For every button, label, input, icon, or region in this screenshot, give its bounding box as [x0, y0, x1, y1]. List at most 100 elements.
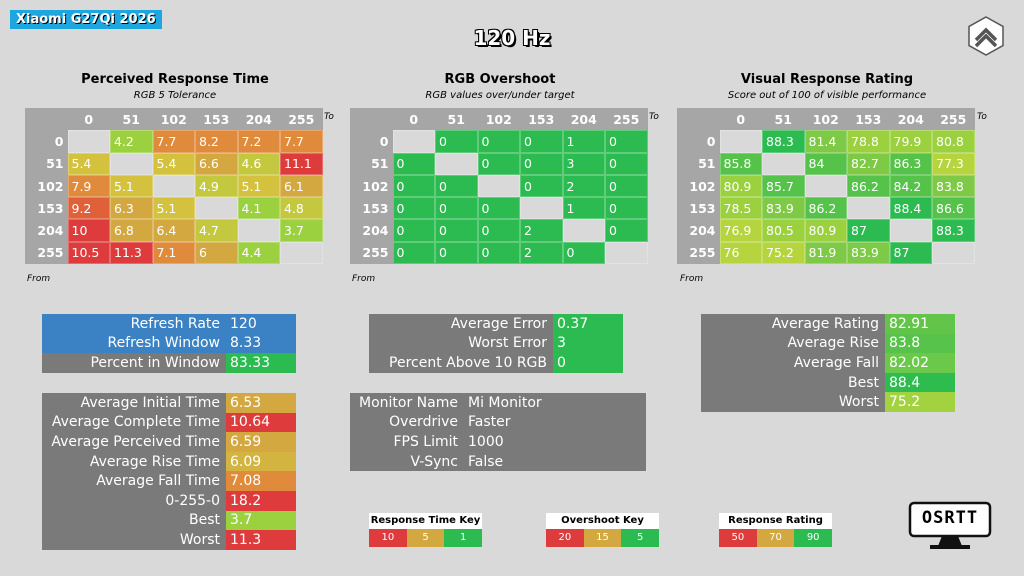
- column-header: 0: [409, 111, 419, 127]
- row-header: 204: [689, 223, 716, 239]
- row-header: 51: [46, 156, 64, 172]
- stat-value: 8.33: [226, 333, 296, 354]
- matrix-cell: 80.8: [932, 130, 975, 153]
- stat-value: 82.02: [885, 353, 955, 373]
- stat-label: Average Rating: [701, 314, 885, 334]
- stat-label: Percent Above 10 RGB: [369, 353, 553, 373]
- matrix-cell: 0: [605, 174, 648, 198]
- matrix-cell: 7.7: [152, 130, 195, 153]
- column-header: 255: [613, 111, 640, 127]
- matrix-cell: 0: [392, 152, 435, 175]
- matrix-cell-empty: [762, 152, 805, 175]
- row-header: 102: [37, 178, 64, 194]
- rating-stats: Average Rating 82.91 Average Rise 83.8 Ave…: [701, 314, 955, 412]
- stat-label: 0-255-0: [42, 490, 226, 511]
- matrix-cell: 10.5: [67, 241, 110, 265]
- from-label: From: [352, 274, 376, 284]
- stat-value: 83.8: [885, 333, 955, 354]
- matrix-cell: 5.4: [152, 152, 195, 175]
- key-swatch: 1: [444, 529, 483, 547]
- key-swatch: 10: [369, 529, 407, 547]
- key-swatch: 5: [406, 529, 445, 547]
- matrix-cell: 0: [477, 219, 520, 242]
- stat-label: Worst: [42, 530, 226, 550]
- stat-value: 6.53: [226, 393, 296, 413]
- column-header: 102: [812, 111, 839, 127]
- matrix-cell: 0: [477, 152, 520, 175]
- stat-label: Average Fall: [701, 353, 885, 373]
- matrix-cell: 0: [392, 241, 435, 265]
- matrix-cell-empty: [110, 152, 153, 175]
- matrix-cell-empty: [67, 130, 110, 153]
- matrix-cell: 80.5: [762, 219, 805, 242]
- stat-value: 75.2: [885, 392, 955, 412]
- stat-value: 0: [553, 353, 623, 373]
- matrix-cell: 3: [562, 152, 605, 175]
- matrix-cell: 88.3: [932, 219, 975, 242]
- overshoot-title: RGB Overshoot: [444, 72, 556, 87]
- matrix-cell: 88.3: [762, 130, 805, 153]
- matrix-cell: 84.2: [889, 174, 932, 198]
- stat-label: Average Initial Time: [42, 393, 226, 413]
- matrix-cell-empty: [889, 219, 932, 242]
- matrix-cell: 6.6: [195, 152, 238, 175]
- matrix-cell-empty: [605, 241, 648, 265]
- matrix-cell: 0: [435, 241, 478, 265]
- matrix-cell: 4.1: [237, 197, 280, 220]
- row-header: 0: [54, 133, 64, 149]
- stat-value: 6.09: [226, 451, 296, 472]
- key-swatch: 70: [756, 529, 795, 547]
- matrix-cell: 4.6: [237, 152, 280, 175]
- matrix-cell: 85.8: [719, 152, 762, 175]
- matrix-cell: 0: [435, 197, 478, 220]
- column-header: 153: [528, 111, 555, 127]
- stat-value: 82.91: [885, 314, 955, 334]
- matrix-cell-empty: [477, 174, 520, 198]
- stat-value: 3.7: [226, 510, 296, 531]
- stat-label: Best: [701, 372, 885, 393]
- stat-value: 18.2: [226, 490, 296, 511]
- key-swatch: 20: [546, 529, 584, 547]
- key-title: Response Time Key: [369, 513, 482, 529]
- matrix-cell: 82.7: [847, 152, 890, 175]
- matrix-cell: 5.1: [152, 197, 195, 220]
- info-value: False: [468, 453, 504, 470]
- rating-key: Response Rating Key 50 70 90: [719, 513, 833, 547]
- overshoot-subtitle: RGB values over/under target: [425, 90, 575, 101]
- rating-subtitle: Score out of 100 of visible performance: [727, 90, 927, 101]
- matrix-cell: 11.3: [110, 241, 153, 265]
- stat-label: Average Perceived Time: [42, 432, 226, 452]
- matrix-cell: 11.1: [280, 152, 323, 175]
- matrix-cell: 5.4: [67, 152, 110, 175]
- matrix-cell: 86.2: [847, 174, 890, 198]
- matrix-cell: 0: [435, 174, 478, 198]
- matrix-cell: 0: [605, 197, 648, 220]
- matrix-cell: 4.8: [280, 197, 323, 220]
- row-header: 153: [37, 200, 64, 216]
- matrix-corner: [25, 108, 68, 130]
- row-header: 204: [37, 223, 64, 239]
- column-header: 102: [485, 111, 512, 127]
- matrix-cell: 0: [605, 152, 648, 175]
- to-label: To: [324, 112, 334, 122]
- column-header: 51: [774, 111, 792, 127]
- column-header: 204: [245, 111, 272, 127]
- stat-value: 11.3: [226, 530, 296, 550]
- column-header: 153: [203, 111, 230, 127]
- matrix-cell: 1: [562, 197, 605, 220]
- info-value: Mi Monitor: [468, 394, 542, 411]
- matrix-cell: 7.7: [280, 130, 323, 153]
- info-label: V-Sync: [410, 453, 458, 470]
- overshoot-matrix: 0 51 102 153 204 255 0 0 0 0 1 0 51 0 0 0 3 0 102 0 0 0 2 0 153 0…: [350, 108, 648, 265]
- matrix-cell: 78.8: [847, 130, 890, 153]
- stat-label: Best: [42, 510, 226, 531]
- matrix-cell-empty: [152, 174, 195, 198]
- monitor-icon: OSRTT: [908, 500, 992, 552]
- response-stats: Average Initial Time 6.53 Average Complet…: [42, 393, 296, 550]
- matrix-cell: 3.7: [280, 219, 323, 242]
- key-swatch: 15: [583, 529, 622, 547]
- matrix-cell-empty: [280, 241, 323, 265]
- matrix-cell: 81.9: [804, 241, 847, 265]
- key-title: Overshoot Key: [546, 513, 659, 529]
- rating-title: Visual Response Rating: [740, 72, 914, 87]
